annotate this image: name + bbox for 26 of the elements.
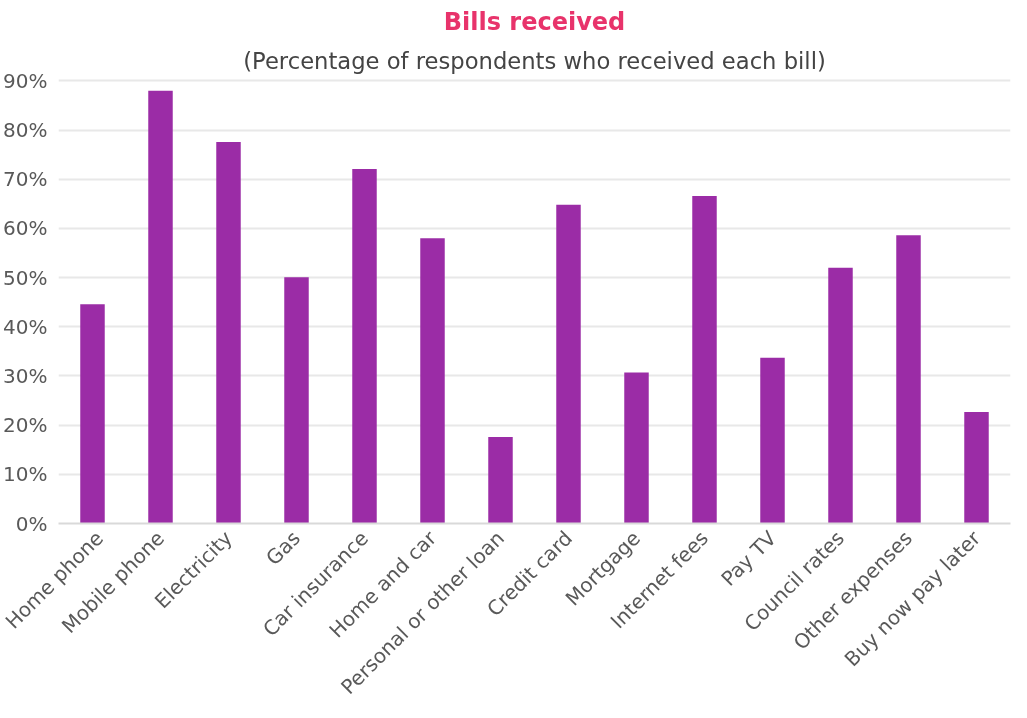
bar bbox=[352, 168, 377, 524]
y-tick-label: 40% bbox=[3, 314, 48, 339]
y-tick-label: 80% bbox=[3, 118, 48, 143]
bar bbox=[692, 196, 717, 524]
y-tick-label: 10% bbox=[3, 462, 48, 487]
bar bbox=[760, 357, 785, 524]
bar bbox=[556, 204, 581, 524]
bar bbox=[216, 141, 241, 524]
y-tick-label: 30% bbox=[3, 363, 48, 388]
y-tick-label: 90% bbox=[3, 68, 48, 93]
chart-title: Bills received bbox=[443, 7, 626, 36]
bar bbox=[284, 277, 309, 524]
y-tick-label: 70% bbox=[3, 167, 48, 192]
bar bbox=[420, 238, 445, 524]
bar bbox=[488, 436, 513, 524]
y-tick-label: 50% bbox=[3, 265, 48, 290]
bar bbox=[148, 90, 173, 524]
y-tick-label: 60% bbox=[3, 216, 48, 241]
bar bbox=[896, 235, 921, 524]
bar bbox=[964, 411, 989, 524]
y-tick-label: 0% bbox=[15, 511, 48, 536]
chart-subtitle: (Percentage of respondents who received each bill) bbox=[243, 47, 826, 74]
bar bbox=[80, 304, 105, 524]
bar bbox=[624, 372, 649, 524]
bar bbox=[828, 267, 853, 524]
y-tick-label: 20% bbox=[3, 413, 48, 438]
